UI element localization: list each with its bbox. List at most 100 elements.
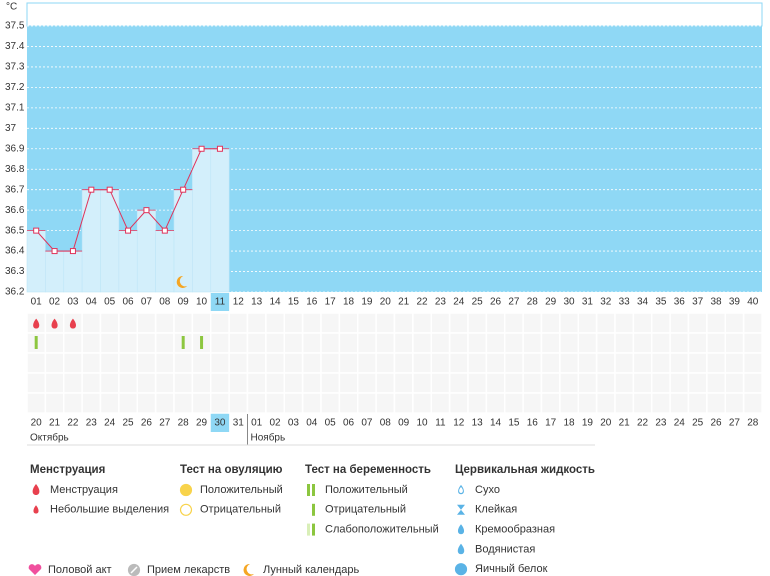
- marker-cell: [99, 372, 120, 394]
- menstruation-marker: [69, 318, 76, 329]
- bar: [155, 230, 175, 293]
- marker-cell: [265, 332, 285, 354]
- calendar-date: 08: [380, 418, 392, 429]
- marker-cell: [210, 332, 230, 354]
- point: [180, 186, 187, 193]
- legend-icon: [457, 543, 465, 555]
- legend-item: Менструация: [50, 484, 118, 496]
- marker-cell: [210, 372, 230, 394]
- marker-cell: [559, 392, 579, 414]
- pregnancy-test-marker: [34, 336, 38, 349]
- calendar-date: 26: [141, 418, 153, 429]
- marker-cell: [485, 332, 506, 354]
- marker-cell: [357, 352, 377, 374]
- marker-cell: [26, 392, 47, 414]
- marker-cell: [357, 392, 377, 414]
- x-tick-label: 02: [49, 297, 61, 308]
- y-tick-label: 36.8: [5, 164, 25, 175]
- marker-cell: [430, 392, 451, 414]
- marker-cell: [540, 372, 561, 394]
- calendar-date: 01: [251, 418, 263, 429]
- calendar-date: 11: [435, 418, 446, 429]
- marker-cell: [393, 372, 414, 394]
- marker-cell: [44, 392, 65, 414]
- marker-cell: [448, 332, 469, 354]
- marker-cell: [504, 332, 524, 354]
- x-tick-label: 14: [270, 297, 282, 308]
- marker-cell: [724, 372, 745, 394]
- marker-cell: [595, 392, 616, 414]
- x-tick-label: 37: [692, 297, 704, 308]
- marker-cell: [99, 332, 120, 354]
- legend-group-title: Менструация: [30, 464, 105, 476]
- marker-cell: [320, 332, 341, 354]
- marker-cell: [265, 372, 285, 394]
- legend-icon: [454, 563, 468, 576]
- marker-cell: [393, 392, 414, 414]
- marker-cell: [559, 372, 579, 394]
- calendar-date: 20: [31, 418, 43, 429]
- calendar-date: 28: [747, 418, 759, 429]
- x-tick-label: 12: [233, 297, 245, 308]
- marker-cell: [246, 392, 267, 414]
- y-tick-label: 36.2: [5, 287, 25, 298]
- marker-cell: [595, 352, 616, 374]
- marker-cell: [338, 372, 359, 394]
- calendar-date: 10: [417, 418, 429, 429]
- marker-cell: [467, 332, 488, 354]
- x-tick-label: 01: [31, 297, 43, 308]
- marker-cell: [724, 352, 745, 374]
- marker-cell: [742, 312, 763, 334]
- x-tick-label: 09: [178, 297, 190, 308]
- y-tick-label: 36.4: [5, 246, 25, 257]
- x-tick-label: 05: [104, 297, 116, 308]
- legend-icon: [179, 483, 193, 497]
- marker-cell: [742, 372, 763, 394]
- y-tick-label: 37.2: [5, 82, 25, 93]
- calendar-date: 22: [637, 418, 649, 429]
- calendar-date: 12: [453, 418, 465, 429]
- y-tick-label: 36.5: [5, 225, 25, 236]
- marker-cell: [540, 312, 561, 334]
- marker-cell: [632, 352, 653, 374]
- marker-cell: [742, 332, 763, 354]
- marker-cell: [228, 312, 249, 334]
- legend-icon: [243, 563, 254, 576]
- marker-cell: [651, 392, 671, 414]
- marker-cell: [632, 392, 653, 414]
- x-tick-label: 11: [215, 297, 226, 308]
- marker-cell: [26, 372, 47, 394]
- marker-cell: [357, 312, 377, 334]
- bar: [192, 148, 212, 293]
- calendar-date: 07: [361, 418, 373, 429]
- x-tick-label: 16: [306, 297, 318, 308]
- marker-cell: [448, 312, 469, 334]
- calendar-date: 24: [674, 418, 686, 429]
- marker-cell: [375, 312, 396, 334]
- marker-cell: [118, 312, 138, 334]
- marker-cell: [173, 372, 194, 394]
- selected-date: [210, 413, 230, 432]
- y-unit: °C: [6, 2, 17, 13]
- marker-cell: [338, 352, 359, 374]
- legend-icon: [307, 484, 310, 496]
- marker-cell: [687, 312, 708, 334]
- marker-cell: [320, 372, 341, 394]
- calendar-date: 25: [123, 418, 135, 429]
- marker-cell: [706, 392, 726, 414]
- calendar-date: 02: [270, 418, 282, 429]
- x-tick-label: 07: [141, 297, 153, 308]
- marker-cell: [63, 372, 83, 394]
- marker-cell: [706, 352, 726, 374]
- marker-cell: [448, 352, 469, 374]
- marker-cell: [265, 352, 285, 374]
- marker-cell: [614, 312, 635, 334]
- marker-cell: [595, 372, 616, 394]
- calendar-date: 25: [692, 418, 704, 429]
- marker-cell: [412, 332, 432, 354]
- marker-cell: [412, 392, 432, 414]
- calendar-date: 03: [288, 418, 300, 429]
- calendar-date: 23: [655, 418, 667, 429]
- legend-icon: [130, 566, 138, 574]
- legend-item: Положительный: [200, 484, 283, 496]
